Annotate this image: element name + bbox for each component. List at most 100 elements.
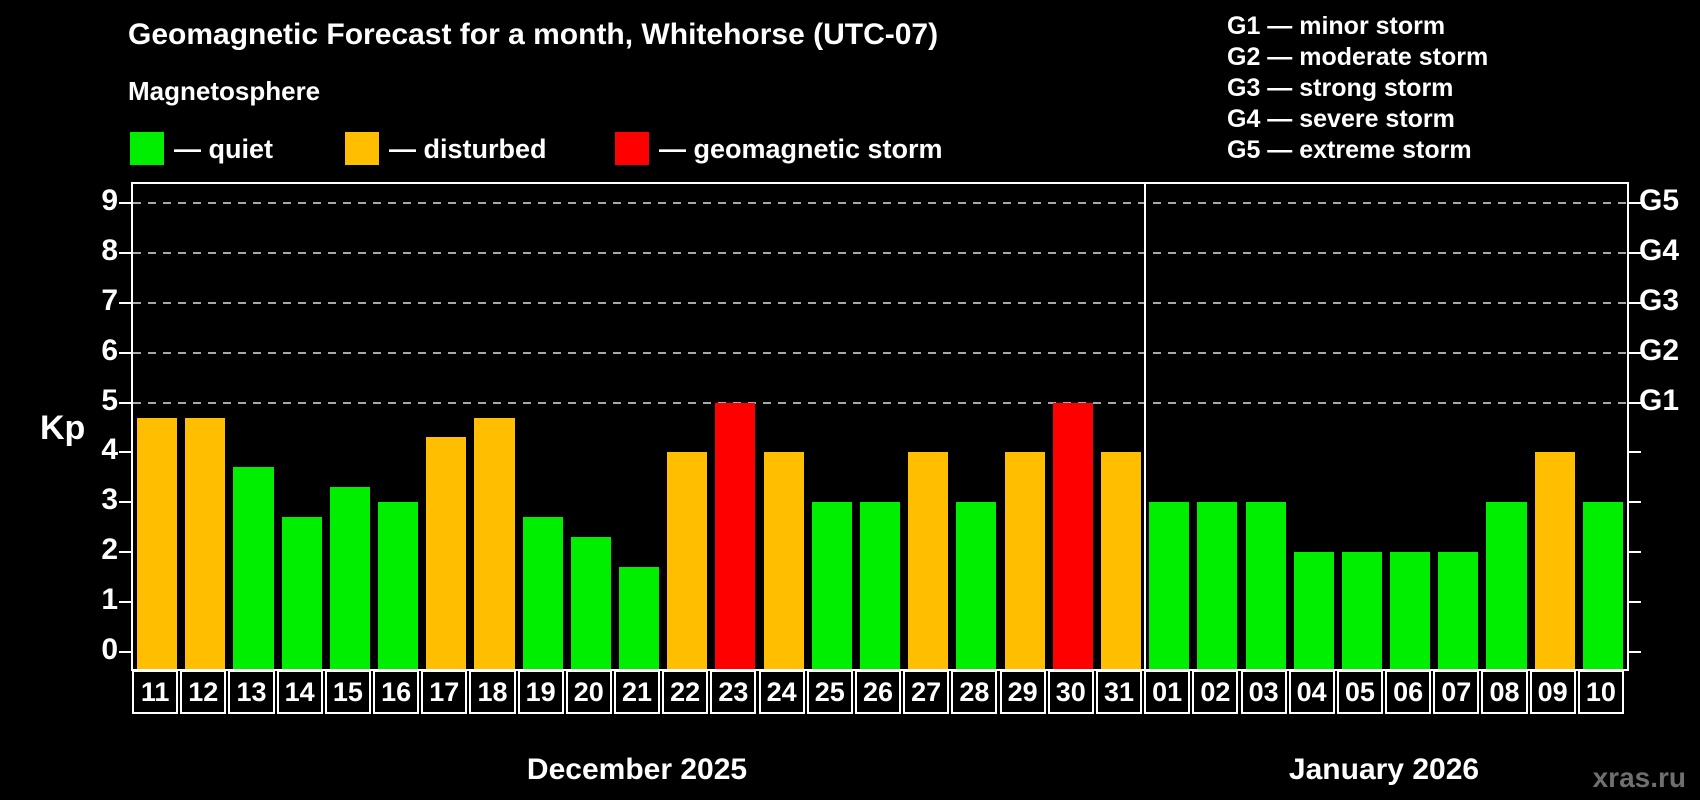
gridline-kp5: [133, 401, 1627, 404]
gridline-kp9: [133, 201, 1627, 204]
date-cell-22: 22: [662, 670, 709, 714]
disturbed-swatch: [345, 132, 379, 165]
right-tick-5: [1629, 401, 1641, 404]
date-cell-08: 08: [1481, 670, 1528, 714]
date-cell-20: 20: [565, 670, 612, 714]
left-tick-4: [119, 451, 131, 454]
y-tick-label-7: 7: [101, 283, 118, 317]
magnetosphere-label: Magnetosphere: [128, 76, 321, 106]
kp-bar-day-24: [763, 452, 804, 669]
kp-bar-day-14: [281, 517, 322, 669]
kp-bar-day-04: [1293, 552, 1334, 669]
kp-bar-day-01: [1149, 502, 1190, 669]
y-tick-label-5: 5: [101, 383, 118, 417]
right-tick-8: [1629, 251, 1641, 254]
y-tick-label-1: 1: [101, 583, 118, 617]
kp-bar-day-21: [618, 567, 660, 669]
right-tick-4: [1629, 451, 1641, 454]
g-legend-line-3: G3 — strong storm: [1227, 74, 1454, 102]
y-tick-label-6: 6: [101, 333, 118, 367]
kp-bar-day-25: [811, 502, 852, 669]
right-tick-2: [1629, 551, 1641, 554]
left-tick-8: [119, 251, 131, 254]
date-axis: 11 12 13 14 15 16 17 18 19 20 21 22 23 24 25 26 27 28 29 30…: [131, 670, 1625, 716]
legend-label-quiet: — quiet: [174, 134, 273, 164]
y-tick-label-2: 2: [101, 533, 118, 567]
g-legend-line-4: G4 — severe storm: [1227, 105, 1455, 133]
left-tick-6: [119, 351, 131, 354]
date-cell-01: 01: [1144, 670, 1191, 714]
right-tick-9: [1629, 201, 1641, 204]
right-tick-0: [1629, 651, 1641, 653]
y-tick-label-0: 0: [101, 633, 118, 666]
date-cell-28: 28: [951, 670, 998, 714]
date-cell-14: 14: [276, 670, 323, 714]
date-cell-17: 17: [421, 670, 468, 714]
left-tick-2: [119, 551, 131, 554]
kp-bar-day-02: [1197, 502, 1238, 669]
right-tick-6: [1629, 351, 1641, 354]
date-cell-29: 29: [999, 670, 1046, 714]
storm-swatch: [615, 132, 649, 165]
g-level-label-G1: G1: [1639, 383, 1680, 417]
gridline-kp8: [133, 251, 1627, 254]
g-level-label-G5: G5: [1639, 183, 1680, 217]
date-cell-23: 23: [710, 670, 757, 714]
kp-bar-day-10: [1582, 502, 1623, 669]
kp-bar-day-07: [1438, 552, 1479, 669]
kp-bar-day-05: [1341, 552, 1382, 669]
right-tick-7: [1629, 301, 1641, 304]
kp-bar-day-31: [1100, 452, 1142, 669]
watermark: xras.ru: [1592, 762, 1686, 793]
date-cell-07: 07: [1433, 670, 1480, 714]
kp-bar-day-22: [667, 452, 708, 669]
date-cell-13: 13: [228, 670, 275, 714]
y-axis-title: Kp: [40, 409, 86, 447]
quiet-swatch: [130, 132, 164, 165]
kp-bar-day-17: [426, 437, 467, 669]
legend-label-disturbed: — disturbed: [389, 134, 547, 164]
date-cell-05: 05: [1336, 670, 1383, 714]
kp-bar-day-23: [715, 402, 756, 669]
g-legend-line-5: G5 — extreme storm: [1227, 136, 1472, 164]
left-tick-9: [119, 201, 131, 204]
g-scale-legend: G1 — minor storm G2 — moderate storm G3 — …: [1227, 11, 1488, 166]
g-legend-line-1: G1 — minor storm: [1227, 12, 1446, 40]
g-level-label-G3: G3: [1639, 283, 1680, 317]
g-level-label-G2: G2: [1639, 333, 1680, 367]
kp-bar-day-30: [1052, 402, 1093, 669]
plot-area: [119, 182, 1641, 671]
date-cell-03: 03: [1240, 670, 1287, 714]
kp-bar-day-08: [1486, 502, 1527, 669]
kp-bar-day-29: [1004, 452, 1045, 669]
date-cell-02: 02: [1192, 670, 1239, 714]
month-label-1: January 2026: [1288, 753, 1480, 786]
y-tick-label-3: 3: [101, 483, 118, 517]
date-cell-25: 25: [806, 670, 853, 714]
y-tick-label-8: 8: [101, 233, 118, 267]
kp-bar-day-03: [1245, 502, 1286, 669]
right-tick-1: [1629, 601, 1641, 604]
date-cell-31: 31: [1095, 670, 1143, 714]
gridline-kp7: [133, 301, 1627, 304]
gridline-kp6: [133, 351, 1627, 354]
right-tick-3: [1629, 501, 1641, 504]
g-level-label-G4: G4: [1639, 233, 1680, 267]
left-tick-7: [119, 301, 131, 304]
month-label-0: December 2025: [526, 753, 748, 786]
date-cell-18: 18: [469, 670, 516, 714]
kp-bar-day-19: [522, 517, 563, 669]
date-cell-26: 26: [854, 670, 902, 714]
kp-bar-day-18: [474, 417, 515, 669]
date-cell-11: 11: [132, 670, 179, 714]
date-cell-10: 10: [1577, 670, 1624, 714]
date-cell-06: 06: [1385, 670, 1432, 714]
kp-bar-day-16: [378, 502, 419, 669]
left-tick-1: [119, 601, 131, 604]
date-cell-16: 16: [373, 670, 420, 714]
date-cell-04: 04: [1288, 670, 1335, 714]
kp-bar-day-09: [1534, 452, 1575, 669]
date-cell-15: 15: [324, 670, 371, 714]
kp-bar-day-13: [233, 467, 274, 669]
kp-bar-day-20: [570, 537, 611, 669]
